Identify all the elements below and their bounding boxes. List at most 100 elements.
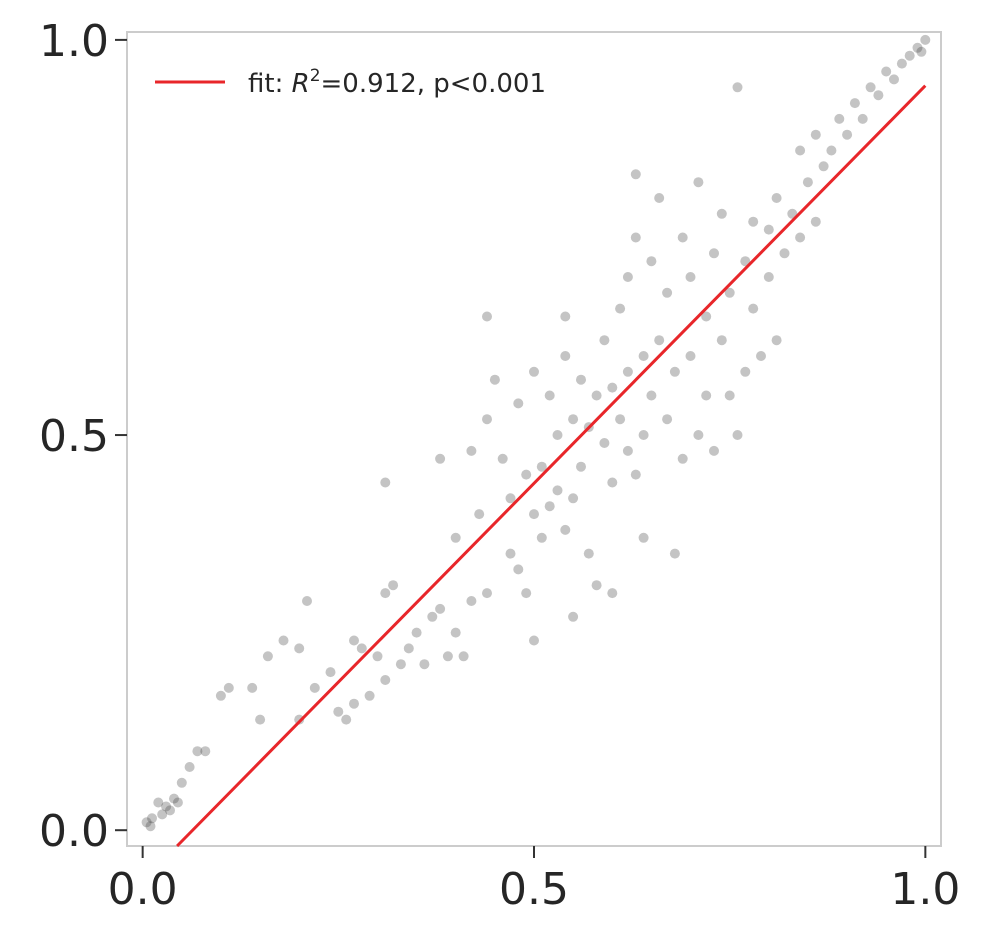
scatter-point xyxy=(466,445,477,456)
scatter-point xyxy=(489,374,500,385)
scatter-point xyxy=(482,311,492,322)
scatter-point xyxy=(630,169,641,180)
scatter-point xyxy=(356,643,367,654)
scatter-point xyxy=(505,548,516,559)
scatter-point xyxy=(842,129,853,140)
scatter-point xyxy=(419,659,430,670)
scatter-point xyxy=(529,635,539,646)
scatter-point xyxy=(912,42,923,53)
scatter-point xyxy=(622,272,633,282)
scatter-point xyxy=(740,256,751,267)
scatter-point xyxy=(630,469,641,480)
scatter-point xyxy=(497,453,508,464)
scatter-point xyxy=(145,821,156,832)
scatter-point xyxy=(435,453,446,464)
scatter-point xyxy=(638,351,649,361)
x-axis: 0.0 0.5 1.0 xyxy=(108,846,960,915)
y-axis: 0.0 0.5 1.0 xyxy=(39,16,127,857)
scatter-point xyxy=(662,287,673,298)
scatter-point xyxy=(450,532,461,543)
y-tick-label: 0.5 xyxy=(39,411,109,462)
scatter-point xyxy=(513,564,524,575)
scatter-point xyxy=(607,477,618,488)
scatter-point xyxy=(732,82,743,93)
scatter-point xyxy=(599,335,610,346)
scatter-point xyxy=(576,374,586,385)
scatter-point xyxy=(458,651,469,662)
scatter-point xyxy=(529,509,539,520)
scatter-point xyxy=(552,430,563,440)
scatter-point xyxy=(278,635,289,646)
scatter-point xyxy=(896,58,907,69)
scatter-point xyxy=(638,532,649,543)
scatter-point xyxy=(826,145,837,156)
scatter-point xyxy=(622,445,633,456)
scatter-point xyxy=(865,82,876,93)
x-tick-label: 1.0 xyxy=(890,864,960,915)
x-tick-label: 0.0 xyxy=(108,864,178,915)
scatter-point xyxy=(607,588,618,599)
scatter-point xyxy=(709,248,719,259)
scatter-point xyxy=(748,216,759,227)
scatter-point xyxy=(247,682,258,693)
scatter-point xyxy=(380,477,391,488)
y-tick-label: 1.0 xyxy=(39,16,109,67)
scatter-point xyxy=(709,445,719,456)
scatter-point xyxy=(701,311,712,322)
scatter-point xyxy=(325,667,336,678)
scatter-point xyxy=(395,659,406,670)
scatter-point xyxy=(810,129,821,140)
scatter-point xyxy=(646,256,657,267)
scatter-point xyxy=(834,113,845,124)
scatter-point xyxy=(615,303,626,314)
scatter-point xyxy=(380,675,391,685)
plot-area xyxy=(126,31,942,847)
scatter-point xyxy=(482,414,492,425)
scatter-point xyxy=(341,714,352,725)
scatter-point xyxy=(740,366,751,377)
scatter-point xyxy=(873,90,884,101)
scatter-point xyxy=(622,366,633,377)
scatter-point xyxy=(568,414,579,425)
scatter-point xyxy=(544,501,555,512)
scatter-point xyxy=(748,303,759,314)
scatter-point xyxy=(669,366,680,377)
fit-line xyxy=(176,84,927,848)
scatter-point xyxy=(536,532,547,543)
scatter-point xyxy=(771,335,782,346)
scatter-point xyxy=(857,113,868,124)
scatter-point xyxy=(294,643,305,654)
scatter-point xyxy=(165,805,175,816)
scatter-point xyxy=(536,461,547,472)
scatter-point xyxy=(779,248,790,259)
x-tick-label: 0.5 xyxy=(499,864,569,915)
scatter-point xyxy=(920,34,931,45)
scatter-point xyxy=(521,588,532,599)
scatter-point xyxy=(732,430,743,440)
scatter-point xyxy=(904,50,915,61)
scatter-point xyxy=(529,366,539,377)
scatter-point xyxy=(568,493,579,504)
scatter-point xyxy=(302,596,312,606)
scatter-point xyxy=(388,580,399,591)
scatter-point xyxy=(607,382,618,393)
scatter-point xyxy=(364,690,375,701)
scatter-point xyxy=(411,627,422,638)
scatter-point xyxy=(482,588,492,599)
scatter-point xyxy=(223,682,234,693)
scatter-point xyxy=(172,797,183,808)
scatter-point xyxy=(450,627,461,638)
scatter-point xyxy=(810,216,821,227)
scatter-point xyxy=(591,580,602,591)
scatter-point xyxy=(474,509,485,520)
points-layer xyxy=(141,34,931,832)
scatter-point xyxy=(724,287,735,298)
scatter-point xyxy=(662,414,673,425)
scatter-point xyxy=(262,651,273,662)
scatter-point xyxy=(685,272,696,282)
scatter-point xyxy=(669,548,680,559)
scatter-point xyxy=(716,208,727,219)
scatter-point xyxy=(795,232,806,243)
scatter-point xyxy=(505,493,516,504)
